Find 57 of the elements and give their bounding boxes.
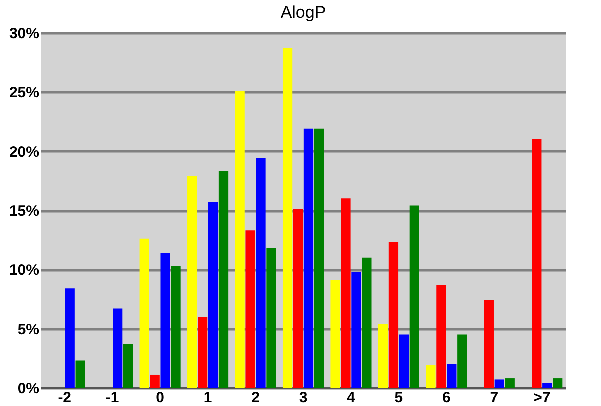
bar: [304, 128, 314, 388]
y-tick-label: 0%: [18, 380, 40, 398]
bar: [76, 360, 86, 388]
y-tick-label: 5%: [18, 321, 40, 338]
x-tick-label: 5: [394, 390, 404, 406]
x-tick-label: >7: [534, 390, 551, 406]
bar: [458, 334, 468, 388]
bar: [256, 158, 266, 388]
bar: [282, 48, 293, 388]
bar: [188, 176, 198, 388]
bar: [208, 202, 218, 388]
bar: [330, 280, 340, 388]
bar: [505, 378, 515, 388]
bar: [198, 317, 208, 388]
x-tick-label: -1: [106, 390, 120, 406]
x-tick-label: -2: [58, 390, 72, 406]
bar: [123, 344, 134, 388]
y-tick-label: 15%: [9, 203, 40, 220]
bar: [399, 334, 410, 388]
y-tick-label: 20%: [9, 144, 40, 161]
x-tick-label: 7: [490, 390, 499, 406]
x-tick-label: 4: [347, 390, 356, 406]
y-tick-label: 25%: [9, 84, 40, 102]
bar: [218, 171, 229, 388]
bar: [235, 90, 245, 388]
bar: [388, 242, 399, 388]
x-tick-label: 0: [156, 390, 164, 406]
bar: [65, 288, 75, 388]
bar: [113, 308, 123, 388]
bar: [266, 248, 276, 388]
bar: [171, 266, 181, 388]
bar: [532, 140, 542, 388]
bar: [484, 300, 494, 388]
bar: [378, 324, 388, 388]
bar: [447, 364, 457, 388]
bar: [293, 209, 304, 388]
bar: [160, 253, 170, 388]
x-tick-label: 1: [204, 390, 212, 406]
bar: [436, 285, 446, 388]
bar: [352, 272, 362, 388]
y-tick-label: 30%: [9, 26, 40, 42]
chart-title: AlogP: [280, 3, 326, 22]
bar: [410, 206, 420, 388]
x-tick-label: 2: [252, 390, 260, 406]
bar: [150, 374, 160, 388]
bar: [140, 238, 150, 388]
bar: [246, 230, 256, 388]
bar: [341, 198, 351, 388]
bar: [553, 378, 563, 388]
bar: [494, 380, 504, 388]
bar: [542, 383, 552, 388]
x-tick-label: 6: [442, 390, 451, 406]
bar: [314, 128, 324, 388]
bar: [426, 366, 436, 388]
bar: [362, 258, 372, 388]
y-tick-label: 10%: [9, 262, 40, 280]
x-tick-label: 3: [299, 390, 308, 406]
